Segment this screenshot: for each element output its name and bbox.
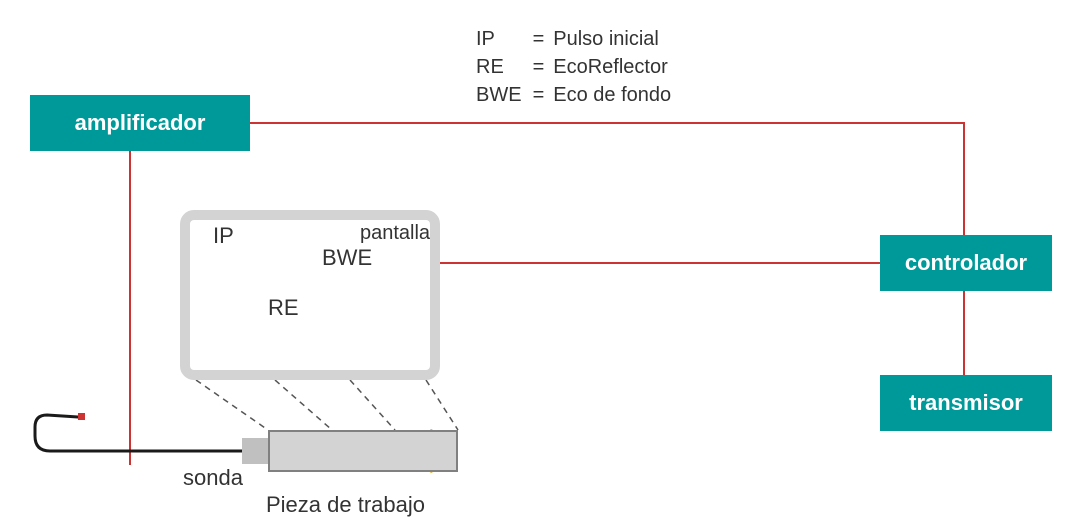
- amplifier-label: amplificador: [75, 110, 206, 136]
- bwe-peak-label: BWE: [322, 245, 372, 271]
- re-peak-label: RE: [268, 295, 299, 321]
- legend-key-1: RE: [475, 53, 532, 81]
- ip-peak-label: IP: [213, 223, 234, 249]
- controller-label: controlador: [905, 250, 1027, 276]
- workpiece-label: Pieza de trabajo: [266, 492, 425, 518]
- legend: IP=Pulso inicial RE=EcoReflector BWE=Eco…: [475, 25, 672, 109]
- legend-text-2: Eco de fondo: [545, 81, 672, 109]
- probe-label: sonda: [183, 465, 243, 491]
- legend-key-2: BWE: [475, 81, 532, 109]
- legend-text-1: EcoReflector: [545, 53, 672, 81]
- screen-label: pantalla: [360, 222, 430, 245]
- transmitter-label: transmisor: [909, 390, 1023, 416]
- legend-text-0: Pulso inicial: [545, 25, 672, 53]
- legend-key-0: IP: [475, 25, 532, 53]
- transmitter-block: transmisor: [880, 375, 1052, 431]
- controller-block: controlador: [880, 235, 1052, 291]
- amplifier-block: amplificador: [30, 95, 250, 151]
- probe: [242, 438, 268, 464]
- workpiece: [268, 430, 458, 472]
